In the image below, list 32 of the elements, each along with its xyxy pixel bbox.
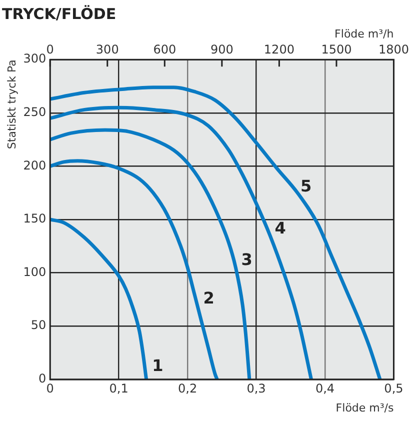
x-axis-title: Flöde m³/s	[336, 401, 394, 414]
line-series	[50, 159, 219, 380]
line-series	[50, 218, 148, 380]
x2-tick-label: 900	[210, 42, 234, 57]
x-tick-label: 0,4	[315, 382, 335, 396]
line-series	[50, 128, 252, 380]
y-tick-label: 150	[23, 212, 46, 226]
series-label: 5	[300, 176, 312, 196]
x-tick-label: 0,3	[246, 382, 266, 396]
x2-tick-label: 1200	[264, 42, 294, 57]
x-tick-label: 0,5	[384, 382, 404, 396]
series-label: 1	[152, 356, 164, 375]
series-label: 2	[203, 288, 214, 308]
line-series	[50, 86, 382, 380]
y-tick-label: 0	[38, 372, 46, 386]
chart-title: TRYCK/FLÖDE	[2, 4, 116, 23]
x-tick-label: 0,1	[109, 382, 128, 396]
series-label: 3	[241, 250, 252, 270]
x2-axis-title: Flöde m³/h	[334, 27, 394, 40]
x2-tick-label: 1500	[321, 42, 352, 57]
y-axis-title: Statiskt tryck Pa	[5, 60, 18, 150]
x2-tick-label: 1800	[378, 42, 410, 57]
x2-tick-label: 600	[153, 42, 176, 57]
y-tick-label: 100	[23, 264, 46, 279]
series-label: 4	[274, 218, 286, 238]
y-tick-label: 250	[23, 105, 46, 120]
line-series	[50, 106, 314, 380]
y-tick-label: 50	[30, 318, 46, 332]
y-tick-label: 200	[23, 158, 46, 172]
y-tick-label: 300	[23, 52, 46, 66]
x-tick-label: 0,2	[178, 382, 198, 396]
x2-tick-label: 300	[96, 42, 119, 57]
